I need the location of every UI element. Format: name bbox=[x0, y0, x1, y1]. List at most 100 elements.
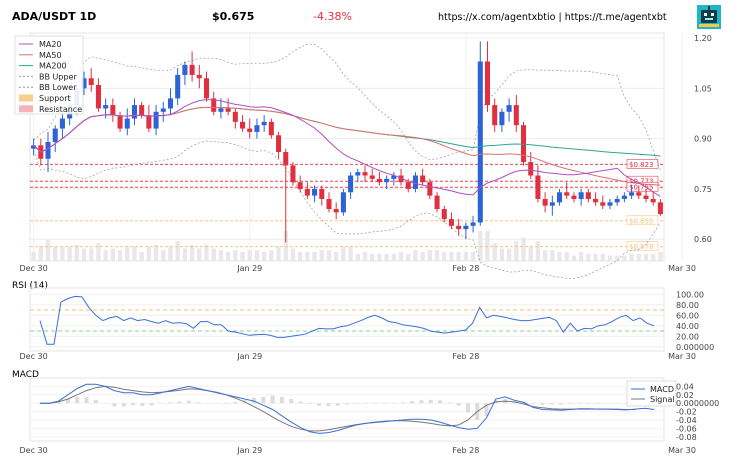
macd-legend-box bbox=[626, 380, 677, 407]
candle-body bbox=[650, 198, 656, 203]
macd-histogram-bar bbox=[103, 403, 108, 404]
candle-body bbox=[441, 209, 447, 220]
volume-bar bbox=[319, 250, 324, 261]
candle-body bbox=[384, 178, 390, 183]
bb-upper-line bbox=[33, 43, 661, 171]
volume-bar bbox=[413, 250, 418, 261]
volume-bar bbox=[182, 248, 188, 261]
macd-histogram-bar bbox=[558, 403, 563, 405]
candle-body bbox=[477, 61, 483, 223]
macd-histogram-bar bbox=[205, 403, 210, 404]
candle-body bbox=[427, 182, 433, 196]
candle-body bbox=[463, 225, 469, 230]
macd-histogram-bar bbox=[438, 400, 443, 404]
macd-signal-line bbox=[40, 385, 636, 432]
macd-histogram-bar bbox=[307, 403, 312, 405]
volume-bar bbox=[132, 246, 137, 261]
candle-body bbox=[506, 105, 512, 112]
volume-bar bbox=[492, 243, 497, 261]
candle-body bbox=[124, 118, 130, 129]
volume-bar bbox=[499, 248, 505, 261]
price-x-label: Dec 30 bbox=[20, 264, 48, 273]
volume-bar bbox=[528, 246, 533, 261]
legend-label: Resistance bbox=[39, 105, 82, 114]
volume-bar bbox=[622, 255, 627, 261]
volume-bar bbox=[175, 241, 180, 261]
candle-body bbox=[153, 111, 159, 129]
rsi-tick-label: 100.00 bbox=[676, 290, 704, 299]
candle-body bbox=[225, 108, 231, 112]
volume-bar bbox=[470, 252, 476, 261]
candle-body bbox=[636, 192, 642, 196]
macd-histogram-bar bbox=[214, 403, 219, 404]
volume-bar bbox=[117, 250, 123, 261]
candle-body bbox=[167, 98, 174, 109]
macd-histogram-bar bbox=[540, 403, 545, 405]
price-tick-label: 1.20 bbox=[694, 34, 712, 43]
macd-histogram-bar bbox=[158, 403, 163, 404]
volume-bar bbox=[197, 248, 202, 261]
candle-body bbox=[369, 175, 375, 179]
candle-body bbox=[333, 209, 339, 213]
volume-bar bbox=[398, 252, 404, 261]
macd-histogram-bar bbox=[121, 403, 126, 407]
volume-bar bbox=[449, 252, 454, 261]
price-tick-label: 0.60 bbox=[694, 235, 712, 244]
candle-body bbox=[520, 125, 527, 163]
support-label: $0.578 bbox=[629, 243, 654, 251]
candle-body bbox=[297, 182, 303, 189]
candle-body bbox=[146, 115, 152, 129]
volume-bar bbox=[240, 252, 245, 261]
legend-swatch bbox=[19, 105, 33, 113]
candle-body bbox=[103, 105, 109, 109]
volume-bar bbox=[643, 253, 649, 261]
volume-bar bbox=[362, 252, 368, 261]
candle-body bbox=[304, 188, 310, 196]
candle-body bbox=[657, 202, 663, 215]
volume-bar bbox=[377, 253, 382, 261]
volume-bar bbox=[571, 255, 577, 261]
price-x-label: Mar 30 bbox=[668, 264, 696, 273]
macd-histogram-bar bbox=[382, 402, 387, 404]
chart-header: ADA/USDT 1D $0.675 -4.38% https://x.com/… bbox=[0, 0, 752, 30]
macd-histogram-bar bbox=[363, 403, 368, 404]
macd-histogram-bar bbox=[279, 396, 284, 404]
price-change: -4.38% bbox=[313, 10, 352, 23]
macd-histogram-bar bbox=[112, 403, 117, 407]
volume-bar bbox=[348, 246, 353, 261]
candle-body bbox=[578, 192, 584, 199]
volume-bar bbox=[341, 246, 346, 261]
candle-body bbox=[470, 222, 476, 226]
social-links[interactable]: https://x.com/agentxbtio | https://t.me/… bbox=[438, 12, 667, 23]
volume-bar bbox=[146, 246, 152, 261]
volume-bar bbox=[615, 255, 620, 261]
candle-body bbox=[290, 165, 296, 183]
candle-body bbox=[621, 195, 627, 199]
candle-body bbox=[549, 202, 555, 206]
legend-label: Support bbox=[39, 94, 71, 103]
volume-bar bbox=[283, 231, 288, 261]
volume-bar bbox=[74, 244, 79, 261]
volume-bar bbox=[103, 250, 108, 261]
candle-body bbox=[131, 105, 137, 119]
volume-bar bbox=[434, 250, 440, 261]
volume-bar bbox=[636, 253, 641, 261]
macd-histogram-bar bbox=[270, 395, 275, 404]
candle-body bbox=[557, 192, 563, 203]
candle-body bbox=[629, 192, 635, 196]
legend-swatch bbox=[19, 94, 33, 102]
volume-bar bbox=[456, 252, 461, 261]
candle-body bbox=[319, 188, 325, 199]
volume-bar bbox=[370, 253, 375, 261]
macd-histogram-bar bbox=[586, 402, 591, 404]
volume-bar bbox=[578, 252, 584, 261]
macd-tick-label: -0.02 bbox=[676, 408, 697, 417]
candle-body bbox=[355, 172, 361, 176]
volume-bar bbox=[60, 246, 65, 261]
macd-histogram-bar bbox=[596, 403, 601, 404]
candle-body bbox=[95, 84, 101, 109]
rsi-tick-label: 20.00 bbox=[676, 332, 699, 341]
volume-bar bbox=[355, 253, 360, 261]
candle-body bbox=[456, 225, 462, 230]
candle-body bbox=[232, 111, 238, 122]
